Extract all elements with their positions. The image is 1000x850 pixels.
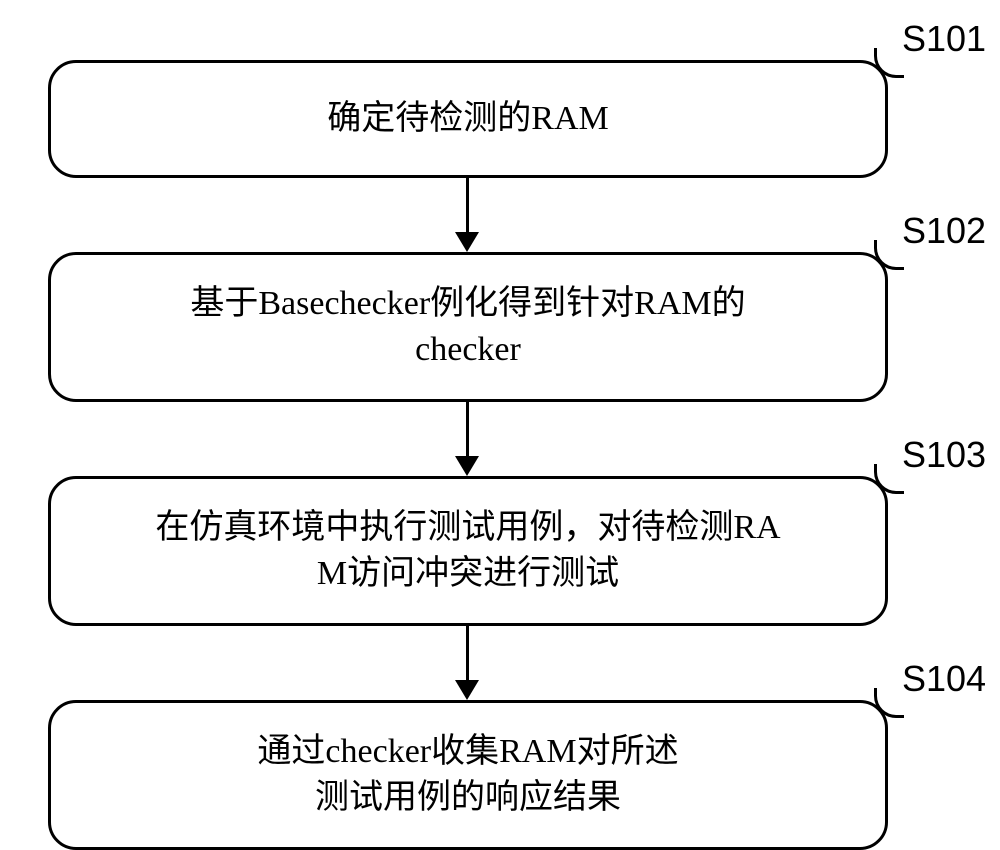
step-label-s103: S103	[902, 434, 986, 476]
node-text-wrap: 在仿真环境中执行测试用例，对待检测RA M访问冲突进行测试	[155, 505, 780, 597]
step-label-s104: S104	[902, 658, 986, 700]
edge-s103-s104	[466, 626, 469, 682]
edge-arrowhead	[455, 232, 479, 252]
flowchart-node-s104: 通过checker收集RAM对所述 测试用例的响应结果	[48, 700, 888, 850]
node-text-line1: 通过checker收集RAM对所述	[257, 729, 678, 775]
edge-arrowhead	[455, 456, 479, 476]
edge-arrowhead	[455, 680, 479, 700]
flowchart-canvas: 确定待检测的RAM S101 基于Basechecker例化得到针对RAM的 c…	[0, 0, 1000, 794]
flowchart-node-s101: 确定待检测的RAM	[48, 60, 888, 178]
node-text-line2: checker	[190, 327, 745, 373]
node-text: 确定待检测的RAM	[327, 96, 608, 142]
node-text-wrap: 通过checker收集RAM对所述 测试用例的响应结果	[257, 729, 678, 821]
node-text-wrap: 基于Basechecker例化得到针对RAM的 checker	[190, 281, 745, 373]
flowchart-node-s103: 在仿真环境中执行测试用例，对待检测RA M访问冲突进行测试	[48, 476, 888, 626]
node-text-line2: 测试用例的响应结果	[257, 775, 678, 821]
edge-s101-s102	[466, 178, 469, 234]
step-label-s101: S101	[902, 18, 986, 60]
node-text-line1: 基于Basechecker例化得到针对RAM的	[190, 281, 745, 327]
edge-s102-s103	[466, 402, 469, 458]
node-text-line2: M访问冲突进行测试	[155, 551, 780, 597]
step-label-s102: S102	[902, 210, 986, 252]
node-text-line1: 在仿真环境中执行测试用例，对待检测RA	[155, 505, 780, 551]
flowchart-node-s102: 基于Basechecker例化得到针对RAM的 checker	[48, 252, 888, 402]
